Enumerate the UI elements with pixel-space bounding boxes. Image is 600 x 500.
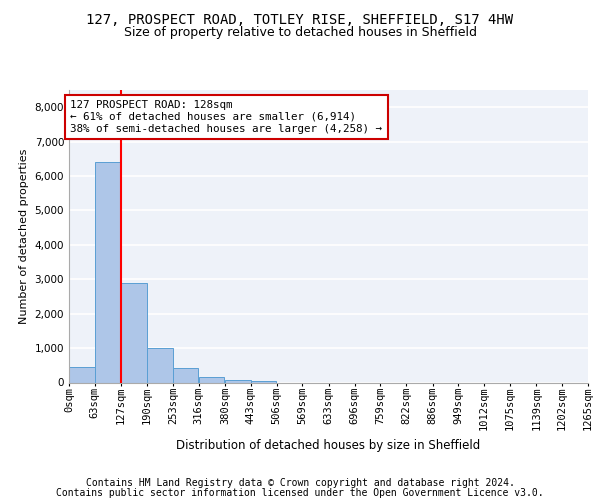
Bar xyxy=(225,380,251,382)
Text: Contains public sector information licensed under the Open Government Licence v3: Contains public sector information licen… xyxy=(56,488,544,498)
Bar xyxy=(95,162,121,382)
Text: Contains HM Land Registry data © Crown copyright and database right 2024.: Contains HM Land Registry data © Crown c… xyxy=(86,478,514,488)
Bar xyxy=(199,378,224,382)
Bar xyxy=(69,367,95,382)
Text: Size of property relative to detached houses in Sheffield: Size of property relative to detached ho… xyxy=(124,26,476,39)
Text: 127 PROSPECT ROAD: 128sqm
← 61% of detached houses are smaller (6,914)
38% of se: 127 PROSPECT ROAD: 128sqm ← 61% of detac… xyxy=(70,100,382,134)
Text: 127, PROSPECT ROAD, TOTLEY RISE, SHEFFIELD, S17 4HW: 127, PROSPECT ROAD, TOTLEY RISE, SHEFFIE… xyxy=(86,12,514,26)
Y-axis label: Number of detached properties: Number of detached properties xyxy=(19,148,29,324)
Bar xyxy=(147,348,173,382)
Bar xyxy=(121,282,147,382)
Bar xyxy=(173,368,199,382)
X-axis label: Distribution of detached houses by size in Sheffield: Distribution of detached houses by size … xyxy=(176,439,481,452)
